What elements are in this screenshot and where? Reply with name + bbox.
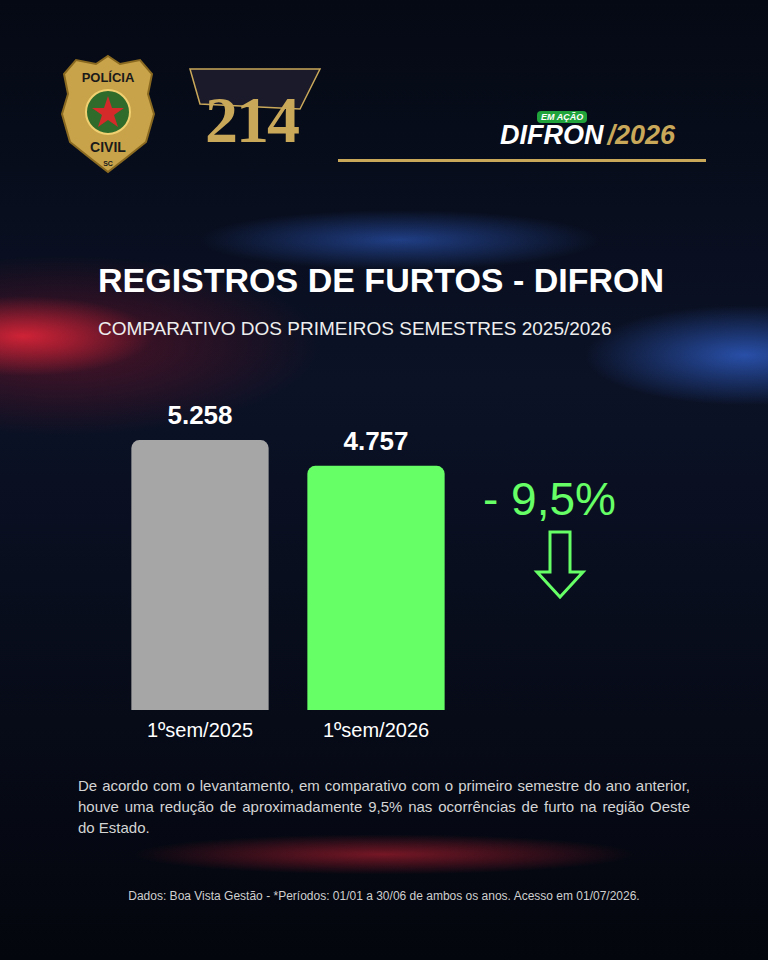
svg-text:COMPARATIVO DOS PRIMEIROS SEME: COMPARATIVO DOS PRIMEIROS SEMESTRES 2025… <box>98 318 612 339</box>
svg-text:1ºsem/2026: 1ºsem/2026 <box>323 719 429 741</box>
html-text:214: 214 <box>205 83 298 156</box>
html-text:EM AÇÃO: EM AÇÃO <box>541 112 584 122</box>
html-text:DIFRON /2026: DIFRON /2026 <box>500 120 676 150</box>
svg-text:SC: SC <box>103 160 113 167</box>
svg-text:REGISTROS DE FURTOS - DIFRON: REGISTROS DE FURTOS - DIFRON <box>98 261 664 299</box>
html-text:De acordo com o levantamento,: De acordo com o levantamento, em compara… <box>78 777 690 836</box>
html-text:Dados: Boa Vista Gestão - *Per: Dados: Boa Vista Gestão - *Períodos: 01/… <box>128 889 640 903</box>
svg-text:1ºsem/2025: 1ºsem/2025 <box>147 719 253 741</box>
svg-text:CIVIL: CIVIL <box>90 139 126 155</box>
svg-text:5.258: 5.258 <box>167 400 232 430</box>
svg-text:POLÍCIA: POLÍCIA <box>82 70 135 85</box>
svg-text:- 9,5%: - 9,5% <box>483 473 616 525</box>
svg-text:4.757: 4.757 <box>343 426 408 456</box>
